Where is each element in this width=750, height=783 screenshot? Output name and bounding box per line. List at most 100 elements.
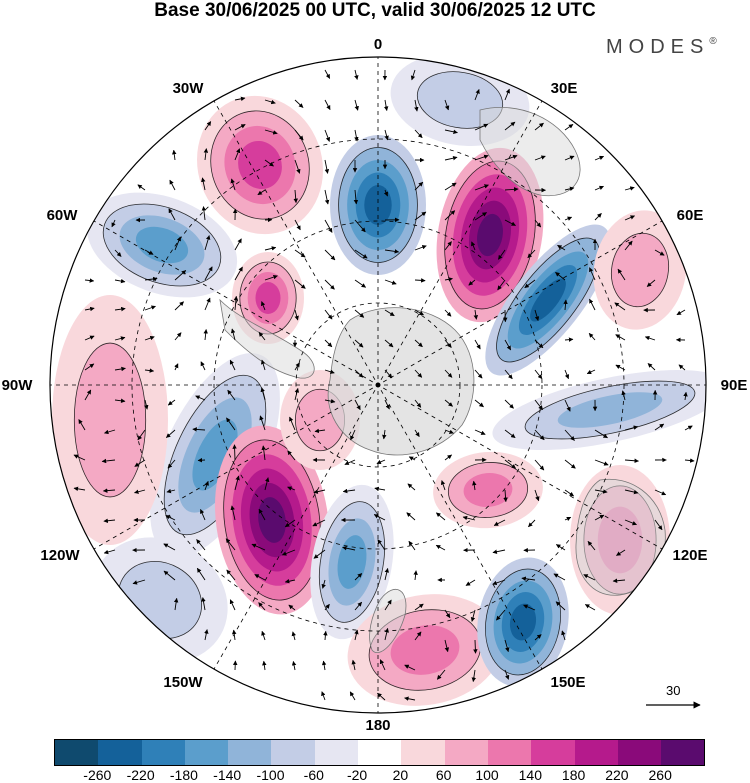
wind-arrow <box>435 544 446 551</box>
wind-arrow <box>534 369 543 380</box>
colorbar <box>54 739 706 766</box>
wind-arrow <box>621 390 626 401</box>
wind-arrow <box>465 579 476 586</box>
wind-arrow <box>323 630 328 641</box>
wind-arrow <box>232 444 237 461</box>
wind-arrow <box>471 669 477 682</box>
colorbar-swatch <box>358 740 402 765</box>
latitude-circle <box>213 220 543 550</box>
wind-arrow <box>261 301 266 311</box>
wind-arrow <box>313 489 326 494</box>
wind-arrow <box>594 489 608 494</box>
wind-arrow <box>354 309 365 318</box>
wind-arrow <box>444 277 453 282</box>
wind-arrow <box>264 246 277 251</box>
wind-arrow <box>564 429 575 441</box>
wind-arrow <box>557 244 566 251</box>
wind-arrow <box>251 543 266 551</box>
wind-arrow <box>534 219 542 228</box>
wind-arrow <box>225 538 236 551</box>
wind-arrow <box>534 459 545 471</box>
wind-arrow <box>474 429 486 435</box>
wind-arrow <box>354 219 366 233</box>
wind-arrow <box>676 309 686 316</box>
wind-arrow <box>342 546 356 551</box>
wind-arrow <box>384 279 397 285</box>
wind-arrow <box>584 604 596 611</box>
wind-arrow <box>294 279 306 289</box>
wind-arrow <box>504 88 510 101</box>
wind-arrow <box>291 631 296 641</box>
wind-arrow <box>654 249 665 256</box>
wind-arrow <box>384 627 389 641</box>
wind-arrow <box>414 309 424 316</box>
wind-arrow <box>231 629 237 641</box>
wind-arrow <box>474 89 480 101</box>
wind-arrow <box>174 332 182 341</box>
wind-arrow <box>624 186 635 191</box>
wind-arrow <box>166 429 176 438</box>
wind-arrow <box>493 519 506 526</box>
wind-arrow <box>474 339 481 350</box>
lon-label-150w: 150W <box>163 674 203 691</box>
wind-arrow <box>474 184 489 191</box>
polar-map <box>49 56 707 714</box>
wind-arrow <box>314 428 326 434</box>
colorbar-tick-label: -60 <box>303 767 324 783</box>
wind-arrow <box>172 149 177 161</box>
wind-arrow <box>624 458 639 463</box>
wind-arrow <box>84 335 95 341</box>
pink-high-anomaly-contour <box>255 282 281 314</box>
wind-arrow <box>134 459 146 467</box>
wind-arrow <box>230 328 236 341</box>
wind-arrow <box>258 508 266 521</box>
wind-arrow <box>444 454 452 461</box>
colorbar-swatch <box>531 740 575 765</box>
wind-arrow <box>382 429 387 440</box>
colorbar-tick-label: 60 <box>435 767 452 783</box>
wind-arrow <box>589 298 596 311</box>
lon-label-30e: 30E <box>550 80 578 97</box>
lon-label-180: 180 <box>365 717 391 734</box>
wind-arrow <box>564 123 574 131</box>
wind-arrow <box>383 99 389 111</box>
wind-arrow <box>144 368 155 373</box>
wind-arrow <box>264 159 274 167</box>
colorbar-tick-label: 20 <box>392 767 409 783</box>
wind-arrow <box>226 569 236 581</box>
wind-arrow <box>294 129 304 141</box>
wind-arrow <box>324 99 331 111</box>
wind-arrow <box>528 519 536 528</box>
wind-arrow <box>444 182 457 191</box>
wind-arrow <box>563 299 568 311</box>
wind-arrow <box>349 691 356 701</box>
wind-arrow <box>678 364 686 371</box>
wind-arrow <box>174 236 181 251</box>
wind-arrow <box>204 297 211 311</box>
wind-arrow <box>492 579 506 586</box>
wind-arrow <box>594 155 605 161</box>
wind-arrow <box>354 129 359 142</box>
wind-arrow <box>414 129 423 139</box>
wind-arrow <box>324 159 330 174</box>
wind-arrow <box>374 486 386 492</box>
wind-arrow <box>534 429 545 441</box>
wind-arrow <box>504 429 516 439</box>
colorbar-swatch <box>401 740 445 765</box>
wind-arrow <box>504 369 513 380</box>
wind-arrow <box>555 544 566 551</box>
wind-arrow <box>294 249 306 258</box>
wind-arrow <box>624 215 635 221</box>
wind-arrow <box>376 459 386 465</box>
wind-arrow <box>503 489 508 503</box>
colorbar-tick-label: 180 <box>561 767 586 783</box>
wind-arrow <box>523 604 536 611</box>
pole-marker <box>375 382 381 388</box>
wind-arrow <box>313 549 326 559</box>
colorbar-tick-label: 220 <box>605 767 629 783</box>
wind-arrow <box>470 609 476 622</box>
wind-arrow <box>492 549 506 554</box>
wind-arrow <box>414 399 422 408</box>
wind-arrow <box>564 216 573 221</box>
wind-arrow <box>644 335 656 341</box>
